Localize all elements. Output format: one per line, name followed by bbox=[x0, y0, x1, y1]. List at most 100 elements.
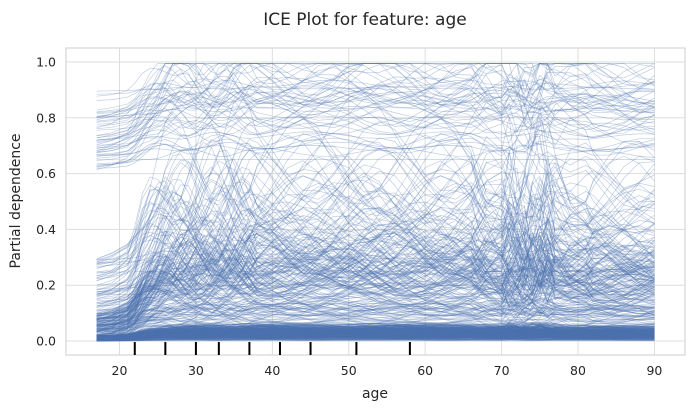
ice-line-356 bbox=[96, 326, 655, 339]
ice-line-453 bbox=[96, 140, 655, 261]
ice-line-578 bbox=[96, 200, 655, 308]
ice-line-152 bbox=[96, 328, 655, 341]
ice-line-505 bbox=[96, 302, 655, 337]
ice-line-61 bbox=[96, 305, 655, 326]
ice-line-500 bbox=[96, 322, 655, 337]
ice-line-29 bbox=[96, 330, 655, 339]
ice-line-526 bbox=[96, 322, 655, 337]
ice-line-272 bbox=[96, 202, 655, 297]
ice-line-514 bbox=[96, 329, 655, 341]
x-tick-label-2: 40 bbox=[264, 363, 280, 378]
ice-line-329 bbox=[96, 201, 655, 262]
ice-line-257 bbox=[96, 336, 655, 339]
ice-line-516 bbox=[96, 224, 655, 336]
ice-line-444 bbox=[96, 242, 655, 339]
ice-line-220 bbox=[96, 84, 655, 117]
ice-line-338 bbox=[96, 270, 655, 332]
ice-line-60 bbox=[96, 330, 655, 336]
ice-line-55 bbox=[96, 327, 655, 339]
ice-line-213 bbox=[96, 322, 655, 337]
ice-line-209 bbox=[96, 327, 655, 342]
ice-line-407 bbox=[96, 337, 655, 342]
ice-line-473 bbox=[96, 254, 655, 339]
ice-line-347 bbox=[96, 282, 655, 290]
ice-line-68 bbox=[96, 328, 655, 340]
ice-line-45 bbox=[96, 132, 655, 277]
ice-line-82 bbox=[96, 334, 655, 337]
ice-line-108 bbox=[96, 328, 655, 338]
ice-line-561 bbox=[96, 226, 655, 325]
ice-line-258 bbox=[96, 273, 655, 336]
ice-line-189 bbox=[96, 327, 655, 337]
ice-line-8 bbox=[96, 326, 655, 338]
ice-line-378 bbox=[96, 322, 655, 339]
ice-line-585 bbox=[96, 273, 655, 330]
ice-line-405 bbox=[96, 201, 655, 321]
ice-line-134 bbox=[96, 99, 655, 153]
x-axis-ticks: 20 30 40 50 60 70 80 90 bbox=[112, 363, 663, 378]
ice-line-256 bbox=[96, 268, 655, 330]
ice-line-266 bbox=[96, 324, 655, 340]
ice-line-317 bbox=[96, 329, 655, 337]
ice-line-109 bbox=[96, 322, 655, 337]
ice-line-50 bbox=[96, 206, 655, 340]
ice-line-364 bbox=[96, 106, 655, 118]
ice-line-323 bbox=[96, 82, 655, 125]
ice-line-122 bbox=[96, 86, 655, 92]
ice-line-452 bbox=[96, 332, 655, 339]
ice-line-157 bbox=[96, 312, 655, 325]
ice-line-126 bbox=[96, 221, 655, 328]
ice-line-468 bbox=[96, 151, 655, 291]
ice-line-340 bbox=[96, 235, 655, 321]
ice-line-201 bbox=[96, 335, 655, 340]
ice-line-597 bbox=[96, 325, 655, 339]
ice-line-186 bbox=[96, 295, 655, 333]
ice-line-497 bbox=[96, 327, 655, 339]
ice-line-39 bbox=[96, 199, 655, 321]
ice-line-443 bbox=[96, 231, 655, 315]
ice-line-110 bbox=[96, 316, 655, 330]
ice-line-431 bbox=[96, 219, 655, 330]
ice-line-174 bbox=[96, 269, 655, 320]
ice-line-20 bbox=[96, 226, 655, 327]
ice-line-154 bbox=[96, 98, 655, 137]
ice-line-370 bbox=[96, 265, 655, 328]
ice-line-132 bbox=[96, 290, 655, 335]
ice-line-90 bbox=[96, 331, 655, 341]
ice-line-401 bbox=[96, 328, 655, 339]
ice-line-69 bbox=[96, 335, 655, 341]
x-tick-label-6: 80 bbox=[570, 363, 586, 378]
ice-line-241 bbox=[96, 334, 655, 337]
ice-line-374 bbox=[96, 203, 655, 332]
ice-line-223 bbox=[96, 336, 655, 342]
ice-line-577 bbox=[96, 334, 655, 337]
ice-line-566 bbox=[96, 252, 655, 324]
ice-line-93 bbox=[96, 330, 655, 339]
ice-line-559 bbox=[96, 327, 655, 342]
ice-line-421 bbox=[96, 235, 655, 323]
ice-line-193 bbox=[96, 333, 655, 337]
ice-line-155 bbox=[96, 326, 655, 338]
ice-line-124 bbox=[96, 330, 655, 342]
ice-line-233 bbox=[96, 337, 655, 341]
decile-rug bbox=[133, 342, 411, 355]
ice-line-80 bbox=[96, 334, 655, 339]
ice-line-43 bbox=[96, 313, 655, 318]
ice-line-311 bbox=[96, 290, 655, 339]
ice-line-9 bbox=[96, 254, 655, 295]
ice-line-177 bbox=[96, 130, 655, 166]
ice-line-75 bbox=[96, 332, 655, 339]
ice-line-175 bbox=[96, 326, 655, 340]
ice-line-221 bbox=[96, 322, 655, 338]
ice-line-437 bbox=[96, 220, 655, 333]
ice-line-598 bbox=[96, 147, 655, 297]
ice-line-354 bbox=[96, 329, 655, 337]
ice-line-54 bbox=[96, 284, 655, 319]
ice-line-562 bbox=[96, 334, 655, 339]
ice-line-156 bbox=[96, 332, 655, 338]
ice-line-53 bbox=[96, 331, 655, 342]
ice-line-538 bbox=[96, 325, 655, 337]
ice-line-289 bbox=[96, 160, 655, 321]
ice-line-207 bbox=[96, 329, 655, 338]
ice-line-282 bbox=[96, 87, 655, 122]
